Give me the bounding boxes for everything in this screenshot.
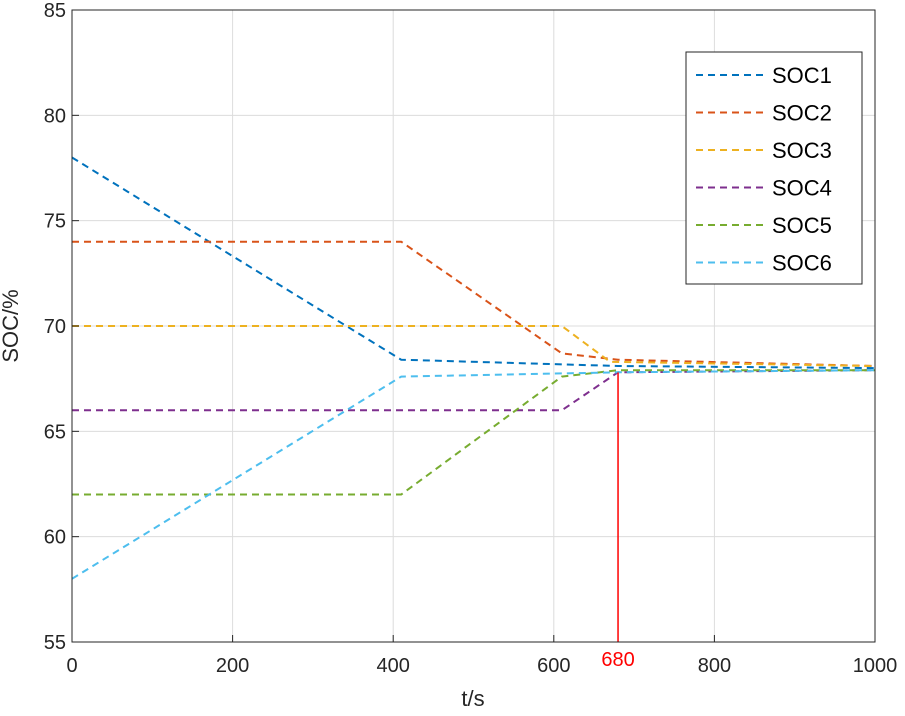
legend: SOC1 SOC2 SOC3 SOC4 SOC5 SOC6 <box>685 51 863 285</box>
series-line-soc6 <box>71 369 876 580</box>
series-line-soc2 <box>72 240 876 367</box>
x-tick-label: 200 <box>216 655 249 677</box>
annotations: 680 <box>601 372 635 671</box>
x-axis-label: t/s <box>461 686 484 711</box>
legend-label-soc3: SOC3 <box>772 138 832 163</box>
x-tick-label: 800 <box>698 655 731 677</box>
axis-ticks: 0 200 400 600 800 1000 55 60 65 70 75 80 85 <box>44 0 898 677</box>
y-tick-label: 70 <box>44 316 66 338</box>
x-tick-label: 400 <box>377 655 410 677</box>
marker-label: 680 <box>601 649 634 671</box>
series-line-soc4 <box>72 369 876 412</box>
y-tick-label: 65 <box>44 421 66 443</box>
x-tick-label: 0 <box>66 655 77 677</box>
y-tick-label: 85 <box>44 0 66 22</box>
legend-label-soc5: SOC5 <box>772 213 832 238</box>
legend-label-soc2: SOC2 <box>772 101 832 126</box>
y-axis-label: SOC/% <box>0 289 23 362</box>
x-tick-label: 600 <box>537 655 570 677</box>
legend-label-soc1: SOC1 <box>772 63 832 88</box>
legend-box <box>685 51 863 285</box>
y-tick-label: 75 <box>44 211 66 233</box>
series-line-soc1 <box>71 156 876 370</box>
x-tick-label: 1000 <box>853 655 898 677</box>
legend-label-soc4: SOC4 <box>772 176 832 201</box>
y-tick-label: 60 <box>44 527 66 549</box>
series-lines <box>71 156 876 580</box>
series-line-soc3 <box>72 325 876 367</box>
legend-label-soc6: SOC6 <box>772 251 832 276</box>
y-tick-label: 55 <box>44 632 66 654</box>
series-line-soc5 <box>72 369 875 496</box>
y-tick-label: 80 <box>44 105 66 127</box>
